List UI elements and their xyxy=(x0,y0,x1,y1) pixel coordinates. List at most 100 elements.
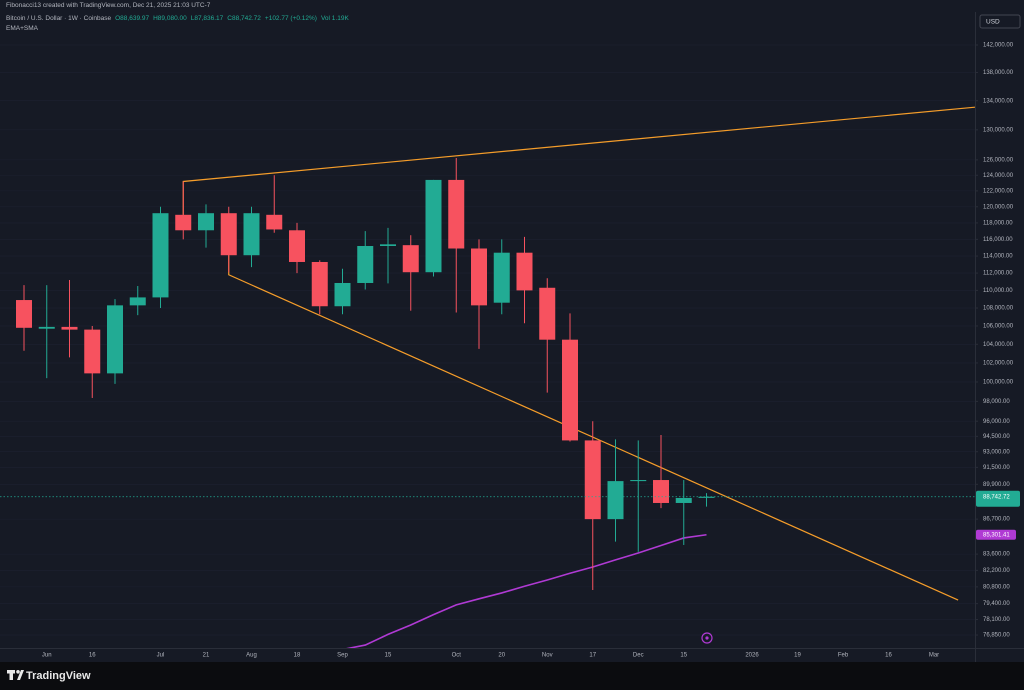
pane-background xyxy=(0,0,1024,662)
attribution: Fibonacci13 created with TradingView.com… xyxy=(6,2,211,9)
event-icon[interactable] xyxy=(701,632,713,644)
plot-area xyxy=(0,106,975,648)
x-tick-label: 18 xyxy=(294,653,301,659)
y-tick-label: 93,000.00 xyxy=(983,449,1010,455)
y-tick-label: 114,000.00 xyxy=(983,254,1013,260)
ohlc-open: O88,639.97 xyxy=(115,15,150,22)
candle-body xyxy=(380,244,396,246)
candle-body xyxy=(334,282,351,307)
event-icon-dot xyxy=(705,636,709,640)
candle-body xyxy=(448,179,465,249)
candle-body xyxy=(175,214,192,231)
y-tick-label: 116,000.00 xyxy=(983,237,1013,243)
candle-body xyxy=(539,287,556,340)
y-tick-label: 100,000.00 xyxy=(983,380,1014,386)
x-tick-label: 2026 xyxy=(745,653,759,659)
y-tick-label: 94,500.00 xyxy=(983,434,1010,440)
candle-body xyxy=(220,213,237,256)
y-tick-label: 142,000.00 xyxy=(983,43,1014,49)
ohlc-high: H89,080.00 xyxy=(153,15,187,22)
brand: TradingView xyxy=(26,670,91,682)
y-tick-label: 120,000.00 xyxy=(983,204,1014,210)
candle-body xyxy=(61,326,78,330)
sma-label: 85,301.41 xyxy=(983,532,1010,538)
sma-line xyxy=(346,533,707,648)
x-tick-label: Sep xyxy=(337,653,348,659)
candle-body xyxy=(107,305,123,374)
price-label-box xyxy=(976,490,1020,507)
y-tick-label: 96,000.00 xyxy=(983,419,1010,425)
footer-bar xyxy=(0,662,1024,690)
y-tick-label: 112,000.00 xyxy=(983,271,1013,277)
logo-dot xyxy=(16,670,20,674)
price-label: 88,742.72 xyxy=(983,494,1010,500)
y-tick-label: 82,200.00 xyxy=(983,568,1010,574)
candle-body xyxy=(630,480,647,482)
candle-body xyxy=(357,245,374,283)
y-tick-label: 98,000.00 xyxy=(983,399,1010,405)
y-tick-label: 108,000.00 xyxy=(983,306,1014,312)
axes: 142,000.00 138,000.00 134,000.00 130,000.00… xyxy=(42,43,1020,659)
candle-body xyxy=(493,252,510,303)
brand-logo xyxy=(7,670,24,680)
x-tick-label: 17 xyxy=(589,653,596,659)
y-tick-label: 122,000.00 xyxy=(983,188,1014,194)
y-tick-label: 102,000.00 xyxy=(983,361,1014,367)
sma-label-box xyxy=(976,529,1016,540)
x-tick-label: 20 xyxy=(498,653,505,659)
candle-body xyxy=(289,230,305,262)
ohlc-close: C88,742.72 xyxy=(227,15,261,22)
y-tick-label: 134,000.00 xyxy=(983,98,1014,104)
y-tick-label: 124,000.00 xyxy=(983,173,1014,179)
symbol: Bitcoin / U.S. Dollar · 1W · Coinbase xyxy=(6,15,112,22)
y-tick-label: 104,000.00 xyxy=(983,342,1014,348)
y-tick-label: 138,000.00 xyxy=(983,70,1014,76)
y-tick-label: 80,800.00 xyxy=(983,584,1010,590)
y-tick-label: 130,000.00 xyxy=(983,127,1014,133)
x-tick-label: 19 xyxy=(794,653,801,659)
x-tick-label: Aug xyxy=(246,653,257,659)
candle-body xyxy=(198,213,214,231)
y-tick-label: 118,000.00 xyxy=(983,220,1013,226)
logo-stem xyxy=(9,673,13,680)
candle-body xyxy=(38,326,55,329)
candle-body xyxy=(152,213,169,298)
indicator-line: EMA+SMA xyxy=(6,25,38,32)
x-tick-label: Jun xyxy=(42,653,52,659)
candle-body xyxy=(84,329,101,374)
x-tick-label: Jul xyxy=(157,653,165,659)
volume: Vol 1.19K xyxy=(320,15,349,22)
x-tick-label: Dec xyxy=(633,653,644,659)
ohlc-low: L87,836.17 xyxy=(190,15,224,22)
currency-box[interactable] xyxy=(979,14,1021,29)
candle-body xyxy=(311,261,328,307)
candle-body xyxy=(562,339,578,441)
x-tick-label: 16 xyxy=(89,653,96,659)
currency: USD xyxy=(986,19,1000,26)
candle-body xyxy=(243,213,260,256)
y-tick-label: 89,900.00 xyxy=(983,482,1010,488)
logo-slash xyxy=(17,670,24,680)
y-tick-label: 110,000.00 xyxy=(983,288,1013,294)
logo-bar xyxy=(7,670,15,674)
y-tick-label: 91,500.00 xyxy=(983,465,1010,471)
y-tick-label: 78,100.00 xyxy=(983,617,1010,623)
ohlc-change: +102.77 (+0.12%) xyxy=(264,15,317,22)
attribution-line: Fibonacci13 created with TradingView.com… xyxy=(6,2,210,9)
candle-body xyxy=(16,300,32,328)
legend-line: Bitcoin / U.S. Dollar · 1W · Coinbase O8… xyxy=(6,15,349,22)
candle-body xyxy=(471,248,487,306)
candle-body xyxy=(607,481,624,520)
x-tick-label: 21 xyxy=(203,653,210,659)
candle-body xyxy=(584,440,601,520)
candle-body xyxy=(516,252,533,291)
candle-body xyxy=(653,480,669,503)
x-tick-label: Oct xyxy=(452,653,462,659)
indicators[interactable]: EMA+SMA xyxy=(6,25,38,32)
y-tick-label: 79,400.00 xyxy=(983,601,1010,607)
candle-body xyxy=(129,297,146,306)
candle-body xyxy=(425,179,442,273)
x-tick-label: 16 xyxy=(885,653,892,659)
candle-body xyxy=(675,497,692,503)
